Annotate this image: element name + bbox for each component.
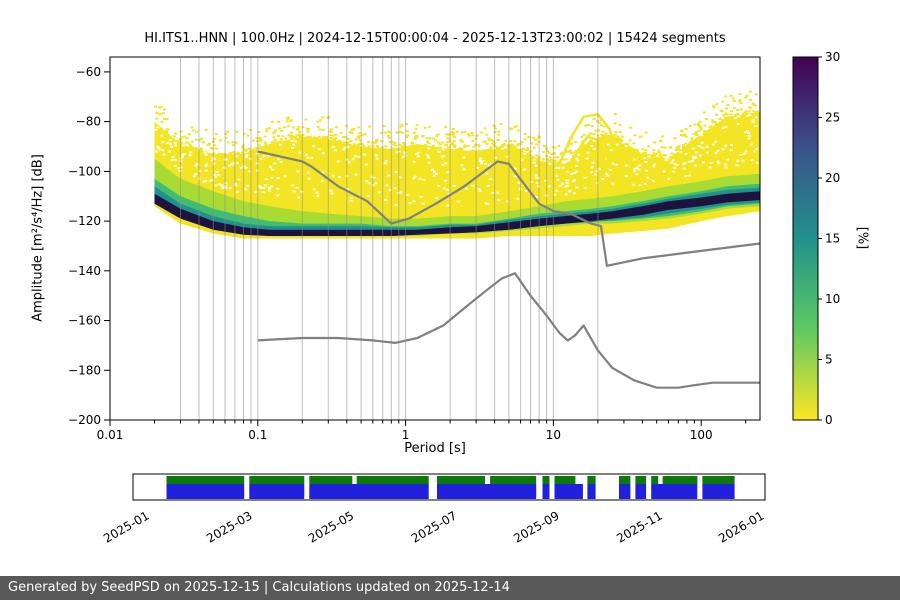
- svg-text:25: 25: [825, 111, 840, 125]
- svg-text:2025-05: 2025-05: [306, 508, 356, 545]
- svg-text:2025-09: 2025-09: [511, 508, 561, 545]
- colorbar-label: [%]: [854, 226, 870, 250]
- y-axis-label: Amplitude [m²/s⁴/Hz] [dB]: [30, 154, 46, 322]
- svg-text:−140: −140: [68, 264, 101, 278]
- timeline-green-coverage: [166, 476, 735, 484]
- x-axis-label: Period [s]: [404, 441, 466, 456]
- svg-text:20: 20: [825, 171, 840, 185]
- timeline-date-labels: 2025-01 2025-03 2025-05 2025-07 2025-09 2025-…: [101, 508, 766, 545]
- svg-text:2025-03: 2025-03: [204, 508, 254, 545]
- svg-text:30: 30: [825, 50, 840, 64]
- svg-text:−120: −120: [68, 214, 101, 228]
- noise-model-lines: [257, 150, 761, 389]
- svg-text:10: 10: [546, 428, 561, 442]
- svg-text:0.1: 0.1: [248, 428, 267, 442]
- svg-text:100: 100: [690, 428, 713, 442]
- svg-text:2025-11: 2025-11: [614, 508, 664, 545]
- svg-text:−80: −80: [76, 115, 101, 129]
- svg-text:10: 10: [825, 292, 840, 306]
- colorbar: 0 5 10 15 20 25 30: [792, 50, 840, 427]
- grid-lines: [180, 57, 599, 420]
- axes: 0.01 0.1 1 10 100 −200 −180 −160 −140 −120 −100 −80…: [68, 56, 761, 442]
- svg-text:0: 0: [825, 413, 833, 427]
- svg-text:−60: −60: [76, 65, 101, 79]
- timeline-blue-coverage: [166, 484, 735, 499]
- svg-text:1: 1: [402, 428, 410, 442]
- svg-text:−200: −200: [68, 413, 101, 427]
- svg-text:−180: −180: [68, 363, 101, 377]
- timeline-border: [132, 473, 766, 501]
- svg-text:2025-07: 2025-07: [409, 508, 459, 545]
- footer-bar: Generated by SeedPSD on 2025-12-15 | Cal…: [0, 576, 900, 600]
- svg-text:−160: −160: [68, 314, 101, 328]
- footer-text: Generated by SeedPSD on 2025-12-15 | Cal…: [8, 580, 510, 595]
- svg-text:0.01: 0.01: [97, 428, 124, 442]
- availability-timeline-svg: 2025-01 2025-03 2025-05 2025-07 2025-09 2025-…: [101, 473, 767, 546]
- svg-text:−100: −100: [68, 164, 101, 178]
- chart-title: HI.ITS1..HNN | 100.0Hz | 2024-12-15T00:0…: [144, 31, 726, 46]
- svg-text:5: 5: [825, 353, 833, 367]
- svg-text:15: 15: [825, 232, 840, 246]
- svg-text:2025-01: 2025-01: [101, 508, 151, 545]
- svg-text:2026-01: 2026-01: [716, 508, 766, 545]
- psd-density-cloud: [154, 90, 760, 239]
- ppsd-plot-svg: 0.01 0.1 1 10 100−200−180−160−140−120−100−80…: [68, 50, 840, 442]
